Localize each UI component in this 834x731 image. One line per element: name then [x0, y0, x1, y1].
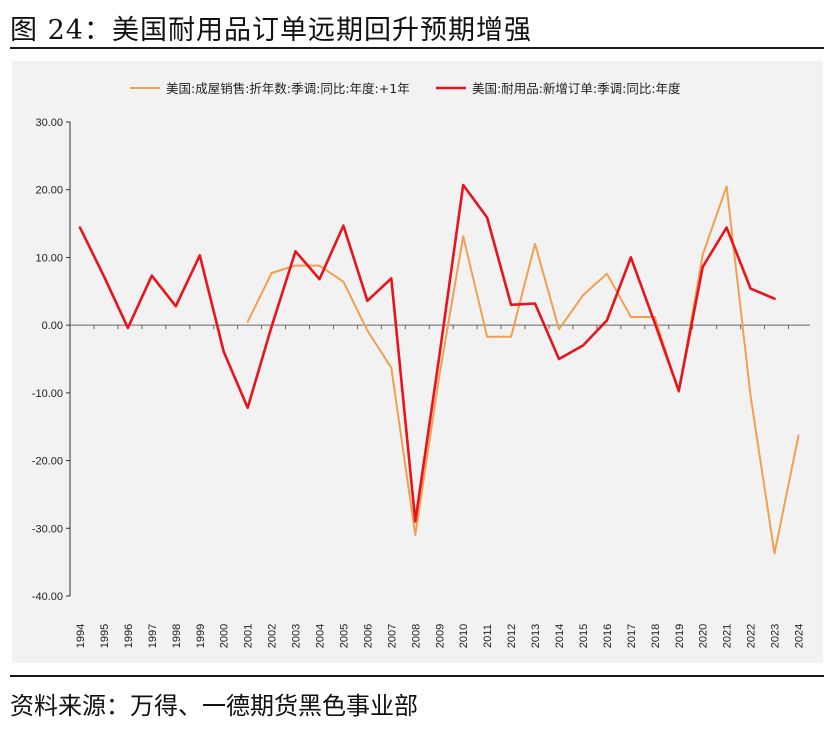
x-tick-label: 2009: [434, 624, 446, 648]
x-tick-label: 2024: [794, 624, 806, 648]
legend-label-2: 美国:耐用品:新增订单:季调:同比:年度: [472, 81, 681, 96]
x-tick-label: 2021: [722, 624, 734, 648]
x-tick-label: 2016: [602, 624, 614, 648]
x-tick-label: 2015: [578, 624, 590, 648]
x-tick-label: 2003: [291, 624, 303, 648]
x-tick-label: 2002: [267, 624, 279, 648]
x-tick-label: 2007: [386, 624, 398, 648]
x-tick-label: 2004: [315, 624, 327, 648]
x-tick-label: 2022: [746, 624, 758, 648]
x-tick-label: 2017: [626, 624, 638, 648]
legend-label-1: 美国:成屋销售:折年数:季调:同比:年度:+1年: [166, 81, 410, 96]
y-tick-label: 0.00: [42, 320, 63, 332]
y-tick-label: -20.00: [32, 456, 63, 468]
x-tick-label: 1994: [75, 624, 87, 648]
x-tick-label: 2005: [338, 624, 350, 648]
source-note: 资料来源：万得、一德期货黑色事业部: [10, 692, 418, 720]
series-line-1: [246, 185, 800, 555]
x-tick-label: 2014: [554, 624, 566, 648]
figure-title: 图 24：美国耐用品订单远期回升预期增强: [10, 15, 532, 46]
y-tick-label: -40.00: [32, 591, 63, 603]
y-tick-label: 30.00: [35, 117, 63, 129]
x-tick-label: 2012: [506, 624, 518, 648]
source-divider: [10, 675, 824, 677]
x-tick-label: 2001: [243, 624, 255, 648]
y-tick-label: -10.00: [32, 388, 63, 400]
y-tick-label: 20.00: [35, 185, 63, 197]
x-tick-label: 2019: [674, 624, 686, 648]
x-tick-label: 2020: [698, 624, 710, 648]
title-divider: [10, 47, 824, 49]
series-line-2: [78, 183, 776, 523]
x-tick-label: 1996: [123, 624, 135, 648]
x-tick-label: 2013: [530, 624, 542, 648]
y-tick-label: 10.00: [35, 252, 63, 264]
x-tick-label: 2011: [482, 624, 494, 648]
y-tick-label: -30.00: [32, 523, 63, 535]
x-tick-label: 2023: [770, 624, 782, 648]
x-tick-label: 2018: [650, 624, 662, 648]
line-chart: 30.00 20.00 10.00 0.00 -10.00 -20.00 -30.00 -40…: [32, 81, 810, 648]
x-tick-label: 2006: [362, 624, 374, 648]
x-tick-label: 1995: [99, 624, 111, 648]
chart-panel: 30.00 20.00 10.00 0.00 -10.00 -20.00 -30.00 -40…: [12, 61, 823, 663]
x-tick-label: 2008: [410, 624, 422, 648]
x-tick-label: 2000: [219, 624, 231, 648]
x-tick-label: 2010: [458, 624, 470, 648]
x-tick-label: 1997: [147, 624, 159, 648]
x-tick-label: 1999: [195, 624, 207, 648]
x-tick-label: 1998: [171, 624, 183, 648]
